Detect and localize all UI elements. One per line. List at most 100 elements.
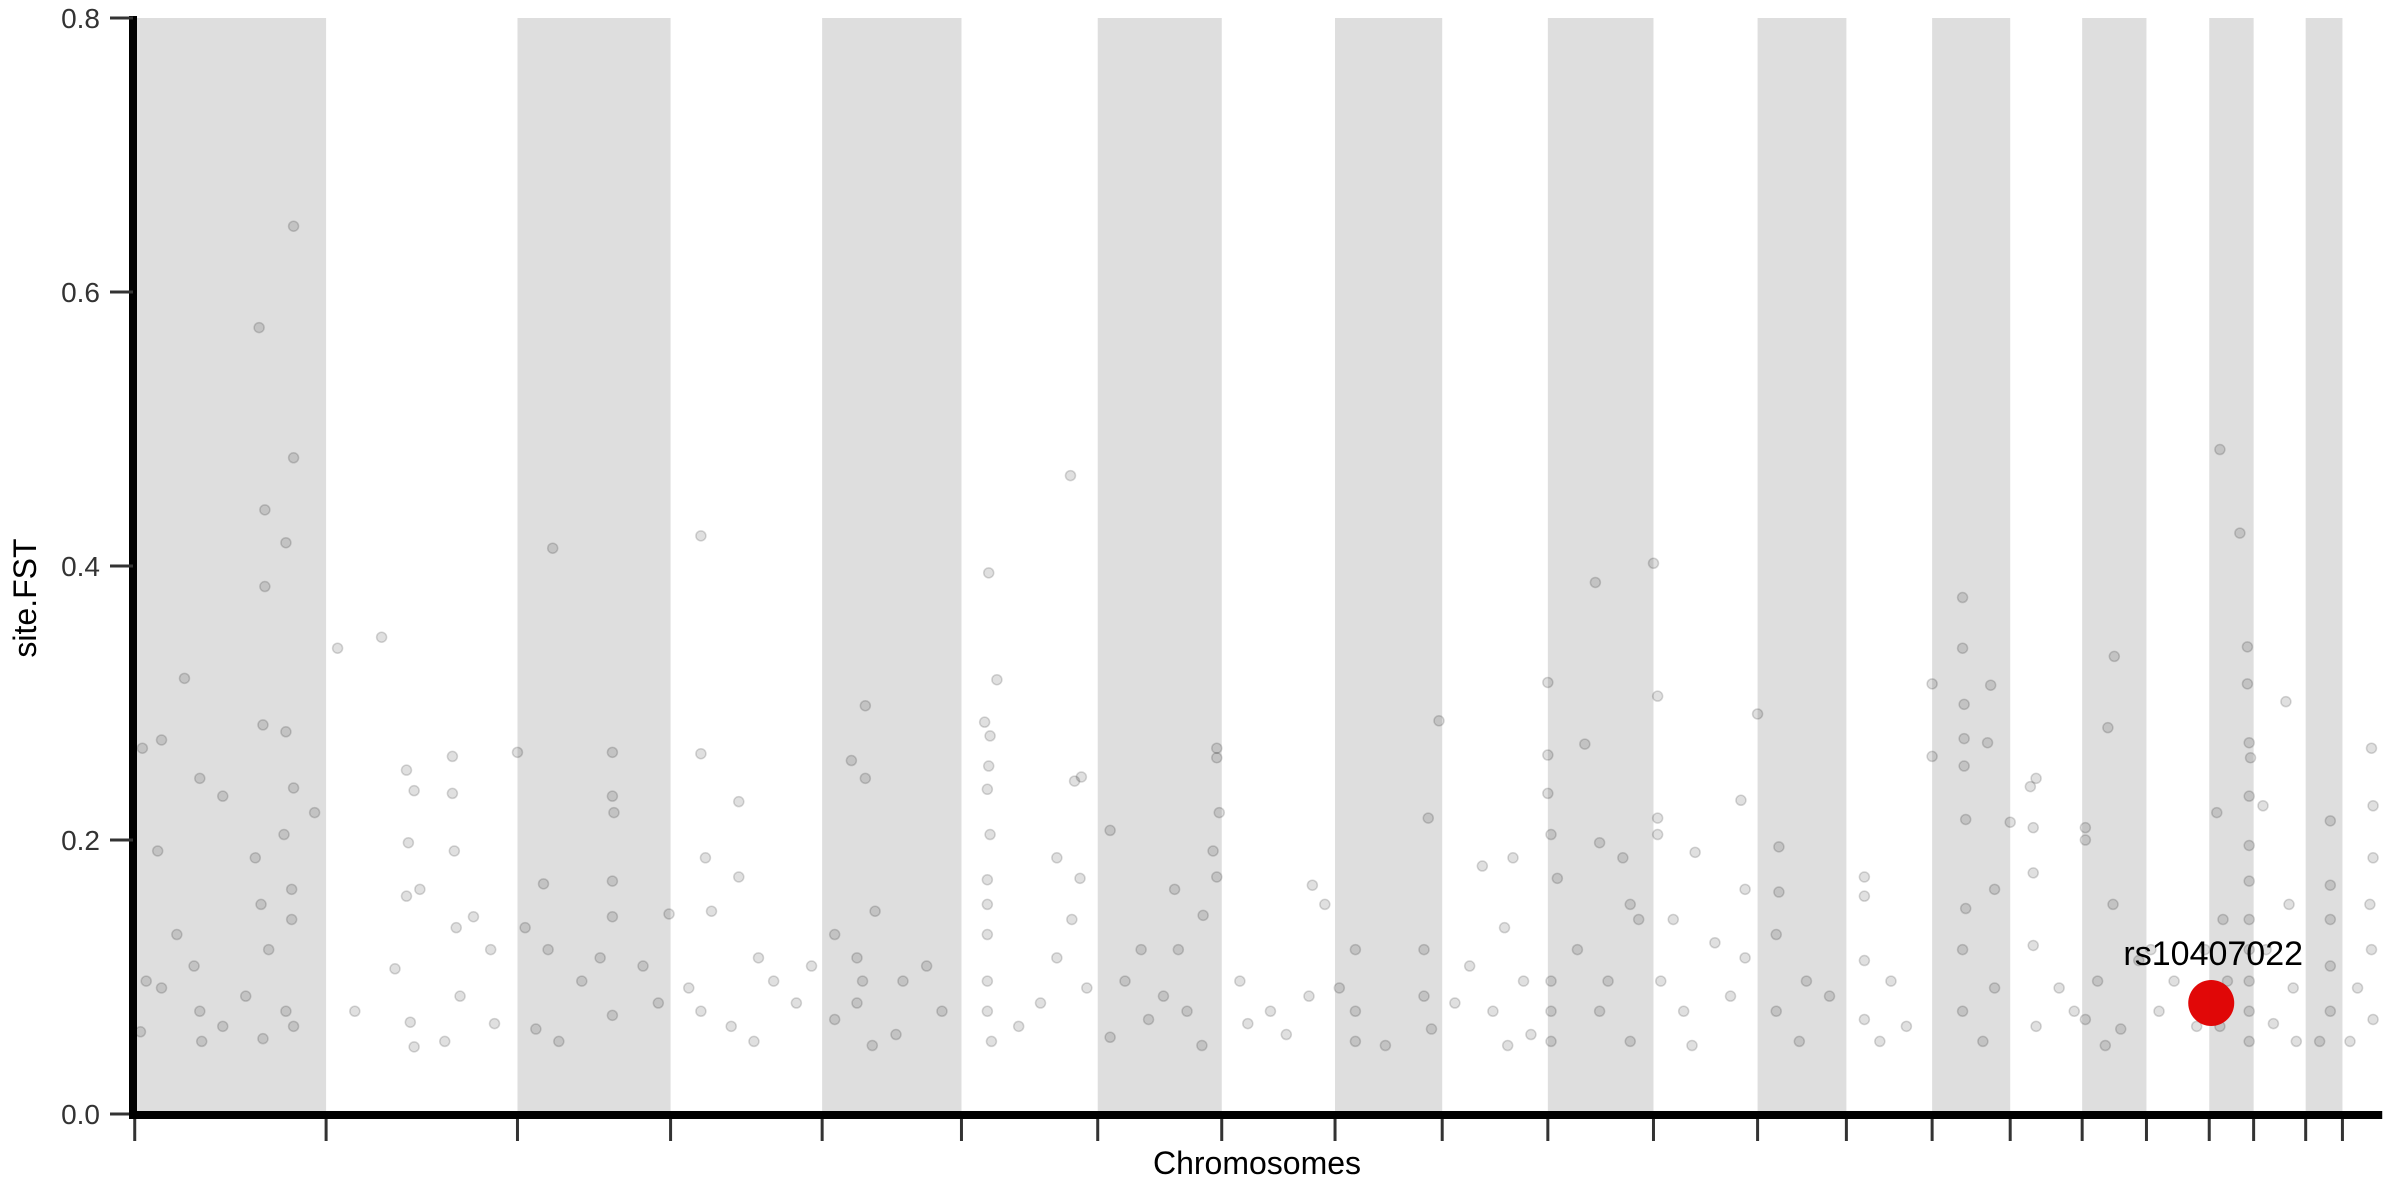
data-point bbox=[1487, 1005, 1499, 1017]
data-point bbox=[1211, 871, 1223, 883]
highlighted-snp: rs10407022 bbox=[2123, 935, 2303, 1027]
data-point bbox=[2068, 1005, 2080, 1017]
data-point bbox=[1418, 990, 1430, 1002]
data-point bbox=[285, 883, 298, 896]
data-point bbox=[1422, 812, 1435, 824]
data-point bbox=[981, 873, 994, 886]
data-point bbox=[1349, 943, 1362, 956]
data-point bbox=[2324, 1005, 2337, 1017]
data-point bbox=[2027, 939, 2039, 952]
data-point bbox=[828, 928, 841, 941]
data-point bbox=[699, 852, 712, 864]
data-point bbox=[2241, 678, 2254, 690]
data-point bbox=[683, 982, 695, 994]
data-point bbox=[1793, 1035, 1806, 1048]
data-point bbox=[1542, 749, 1554, 761]
data-point bbox=[257, 1032, 269, 1045]
data-point bbox=[1135, 943, 1147, 956]
data-point bbox=[1034, 997, 1047, 1009]
data-point bbox=[1012, 1020, 1025, 1033]
data-point bbox=[981, 783, 994, 796]
data-point bbox=[1651, 812, 1664, 824]
data-point bbox=[767, 975, 780, 987]
data-point bbox=[606, 910, 619, 923]
data-point bbox=[1196, 1039, 1208, 1052]
data-point bbox=[253, 321, 265, 334]
y-tick-label: 0.0 bbox=[61, 1099, 100, 1130]
data-point bbox=[2243, 839, 2255, 852]
data-point bbox=[2030, 772, 2042, 785]
data-point bbox=[1724, 990, 1737, 1002]
data-point bbox=[1770, 1005, 1782, 1017]
data-point bbox=[845, 754, 858, 767]
data-point bbox=[1303, 990, 1315, 1002]
data-point bbox=[2344, 1035, 2356, 1048]
data-point bbox=[1651, 828, 1664, 841]
data-point bbox=[2079, 1013, 2092, 1026]
data-point bbox=[404, 1016, 417, 1028]
data-point bbox=[982, 567, 995, 579]
data-point bbox=[1068, 775, 1081, 787]
data-point bbox=[1651, 690, 1664, 702]
data-point bbox=[982, 760, 995, 772]
data-point bbox=[790, 997, 803, 1009]
data-point bbox=[1958, 760, 1970, 772]
data-point bbox=[984, 730, 996, 742]
data-point bbox=[984, 828, 996, 841]
data-point bbox=[705, 905, 718, 917]
data-point bbox=[1593, 1005, 1606, 1017]
data-point bbox=[2004, 816, 2016, 828]
data-point bbox=[1956, 642, 1969, 654]
data-point bbox=[2027, 867, 2039, 879]
data-point bbox=[2367, 1013, 2379, 1026]
data-point bbox=[1306, 879, 1319, 891]
data-point bbox=[1956, 1005, 1969, 1017]
data-point bbox=[2243, 913, 2255, 926]
data-point bbox=[259, 504, 271, 516]
data-point bbox=[1959, 902, 1972, 915]
data-point bbox=[239, 990, 252, 1002]
data-point bbox=[2367, 852, 2379, 864]
data-point bbox=[1197, 909, 1209, 922]
data-point bbox=[1181, 1005, 1193, 1017]
chromosome-band-11 bbox=[1547, 18, 1654, 1114]
data-point bbox=[2243, 790, 2255, 802]
data-point bbox=[2214, 443, 2226, 456]
data-point bbox=[1571, 943, 1584, 956]
data-point bbox=[652, 997, 665, 1009]
data-point bbox=[1525, 1028, 1537, 1041]
data-point bbox=[2132, 954, 2145, 967]
data-point bbox=[553, 1035, 565, 1048]
data-point bbox=[1602, 975, 1614, 987]
data-point bbox=[1379, 1039, 1392, 1052]
data-point bbox=[2099, 1039, 2112, 1052]
data-point bbox=[752, 952, 765, 964]
chromosome-band-5 bbox=[822, 18, 962, 1114]
data-point bbox=[1418, 943, 1430, 956]
x-axis-title: Chromosomes bbox=[1153, 1145, 1361, 1181]
data-point bbox=[402, 836, 415, 849]
data-point bbox=[1074, 872, 1086, 885]
data-point bbox=[1207, 845, 1219, 857]
data-point bbox=[375, 631, 388, 643]
data-point bbox=[1119, 975, 1131, 987]
data-point bbox=[920, 960, 933, 972]
data-point bbox=[2351, 982, 2364, 994]
data-point bbox=[408, 784, 420, 797]
data-point bbox=[1858, 1013, 1871, 1026]
data-point bbox=[1545, 1035, 1557, 1048]
data-point bbox=[2243, 875, 2255, 887]
data-point bbox=[859, 699, 872, 712]
data-point bbox=[155, 734, 168, 746]
data-point bbox=[287, 452, 300, 464]
data-point bbox=[2257, 800, 2269, 812]
data-point bbox=[2102, 721, 2114, 734]
data-point bbox=[2365, 742, 2378, 754]
data-point bbox=[2024, 780, 2037, 793]
data-point bbox=[1104, 1031, 1116, 1044]
data-point bbox=[748, 1035, 760, 1048]
data-point bbox=[695, 530, 707, 542]
y-tick-label: 0.6 bbox=[61, 277, 100, 308]
data-point bbox=[308, 806, 321, 819]
data-point bbox=[1066, 913, 1078, 926]
